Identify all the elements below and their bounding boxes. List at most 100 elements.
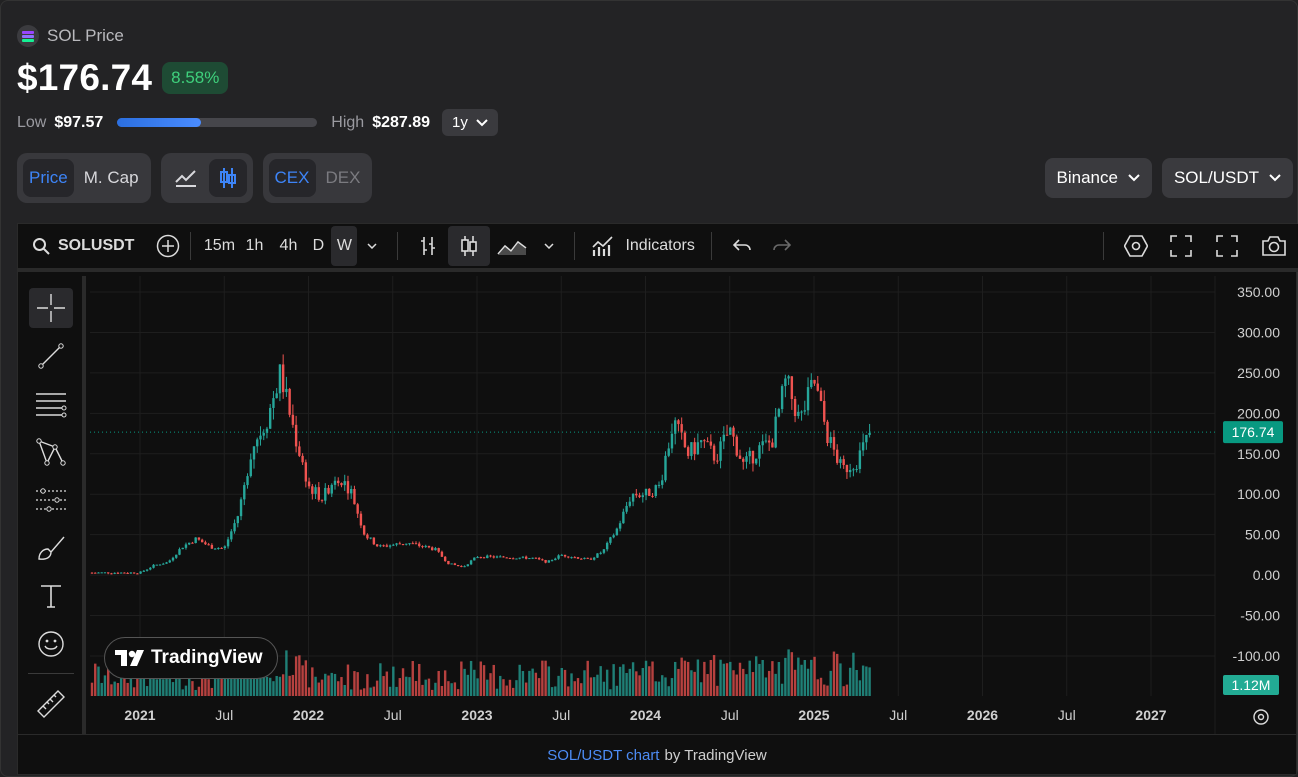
volume-bar xyxy=(204,662,207,696)
text-tool[interactable] xyxy=(29,576,73,616)
interval-w[interactable]: W xyxy=(331,226,358,266)
candle-body xyxy=(541,559,544,561)
candle-body xyxy=(220,547,223,549)
candle-body xyxy=(460,565,463,567)
interval-1h[interactable]: 1h xyxy=(245,237,264,254)
timeframe-select[interactable]: 1y xyxy=(442,109,498,136)
volume-bar xyxy=(816,679,819,696)
interval-4h[interactable]: 4h xyxy=(279,237,298,254)
bars-style-button[interactable] xyxy=(408,226,448,266)
bars-icon xyxy=(421,237,436,255)
dex-tab[interactable]: DEX xyxy=(325,168,361,187)
plus-circle-icon xyxy=(157,234,180,258)
chevron-down-icon xyxy=(1128,174,1140,182)
fullscreen-button[interactable] xyxy=(1158,226,1204,266)
candle-body xyxy=(774,416,777,448)
candle-body xyxy=(165,562,168,564)
candle-body xyxy=(651,495,654,497)
solana-logo-icon xyxy=(17,25,39,47)
tradingview-badge[interactable]: TradingView xyxy=(104,637,278,679)
volume-bar xyxy=(852,652,855,696)
tradingview-logo-icon xyxy=(115,650,144,666)
volume-bar xyxy=(311,667,314,696)
volume-bar xyxy=(320,679,324,696)
text-icon xyxy=(41,585,61,608)
line-chart-button[interactable] xyxy=(167,159,205,197)
exchange-value: Binance xyxy=(1056,168,1118,187)
candle-body xyxy=(401,543,405,545)
interval-menu[interactable] xyxy=(357,226,387,266)
candle-body xyxy=(469,560,473,565)
candle-body xyxy=(654,485,657,496)
fib-tool[interactable] xyxy=(29,384,73,424)
volume-bar xyxy=(217,662,220,696)
candle-body xyxy=(570,557,573,559)
pattern-tool[interactable] xyxy=(29,432,73,472)
undo-button[interactable] xyxy=(722,226,762,266)
screenshot-button[interactable] xyxy=(1250,226,1298,266)
candle-body xyxy=(537,558,541,560)
exchange-dropdown[interactable]: Binance xyxy=(1044,158,1152,198)
line-chart-icon xyxy=(174,170,196,187)
brush-tool[interactable] xyxy=(29,528,73,568)
candles-style-button[interactable] xyxy=(448,226,491,266)
volume-bar xyxy=(505,685,508,696)
candle-body xyxy=(729,427,732,435)
candle-body xyxy=(421,546,424,548)
measure-tool[interactable] xyxy=(29,684,73,724)
cex-tab[interactable]: CEX xyxy=(268,159,316,197)
settings-button[interactable] xyxy=(1114,226,1158,266)
volume-bar xyxy=(123,662,126,696)
expand-button[interactable] xyxy=(1204,226,1250,266)
candle-body xyxy=(395,543,398,545)
candle-chart-button[interactable] xyxy=(208,159,247,197)
candle-body xyxy=(479,557,482,559)
candle-body xyxy=(550,560,554,562)
emoji-tool[interactable] xyxy=(29,624,73,664)
candle-body xyxy=(427,545,431,548)
indicators-button[interactable]: Indicators xyxy=(585,226,700,266)
volume-bar xyxy=(191,681,194,696)
volume-bar xyxy=(388,686,392,696)
volume-bar xyxy=(502,679,505,696)
volume-bar xyxy=(103,675,107,696)
volume-bar xyxy=(839,663,842,696)
volume-bar xyxy=(489,673,492,696)
volume-bar xyxy=(418,663,421,696)
candle-body xyxy=(178,549,181,555)
ruler-icon xyxy=(37,690,65,718)
volume-bar xyxy=(674,661,677,696)
volume-bar xyxy=(722,663,725,696)
symbol-search[interactable]: SOLUSDT xyxy=(18,226,134,266)
tradingview-widget: SOLUSDT 15m 1h 4h D W xyxy=(17,223,1298,775)
candle-body xyxy=(132,572,136,574)
low-label: Low xyxy=(17,113,47,131)
chart-link[interactable]: SOL/USDT chart xyxy=(547,746,660,764)
segment-controls: Price M. Cap CEX DEX xyxy=(17,153,373,203)
interval-15m[interactable]: 15m xyxy=(203,237,236,254)
candle-body xyxy=(819,390,823,401)
candle-body xyxy=(369,537,372,539)
volume-bar xyxy=(742,668,745,696)
y-tick-label: 150.00 xyxy=(1237,446,1280,462)
volume-bar xyxy=(291,674,295,696)
area-style-button[interactable] xyxy=(490,226,534,266)
forecast-tool[interactable] xyxy=(29,480,73,520)
compare-button[interactable] xyxy=(156,226,180,266)
candle-body xyxy=(848,469,852,473)
crosshair-tool[interactable] xyxy=(29,288,73,328)
redo-button[interactable] xyxy=(762,226,802,266)
price-chart[interactable]: 2021 Jul 2022 Jul 2023 Jul 2024 Jul 2025 Jul 2026 J… xyxy=(90,276,1298,734)
drawing-toolbar-divider xyxy=(28,673,74,674)
candle-body xyxy=(810,379,813,388)
volume-bar xyxy=(382,676,385,696)
trend-line-tool[interactable] xyxy=(29,336,73,376)
chart-style-menu[interactable] xyxy=(534,226,564,266)
candle-body xyxy=(226,539,230,547)
price-tab[interactable]: Price xyxy=(23,159,74,197)
x-tick-label: 2024 xyxy=(630,707,661,723)
market-cap-tab[interactable]: M. Cap xyxy=(83,168,139,187)
pair-dropdown[interactable]: SOL/USDT xyxy=(1161,158,1293,198)
undo-icon xyxy=(732,239,751,251)
interval-d[interactable]: D xyxy=(312,237,325,254)
